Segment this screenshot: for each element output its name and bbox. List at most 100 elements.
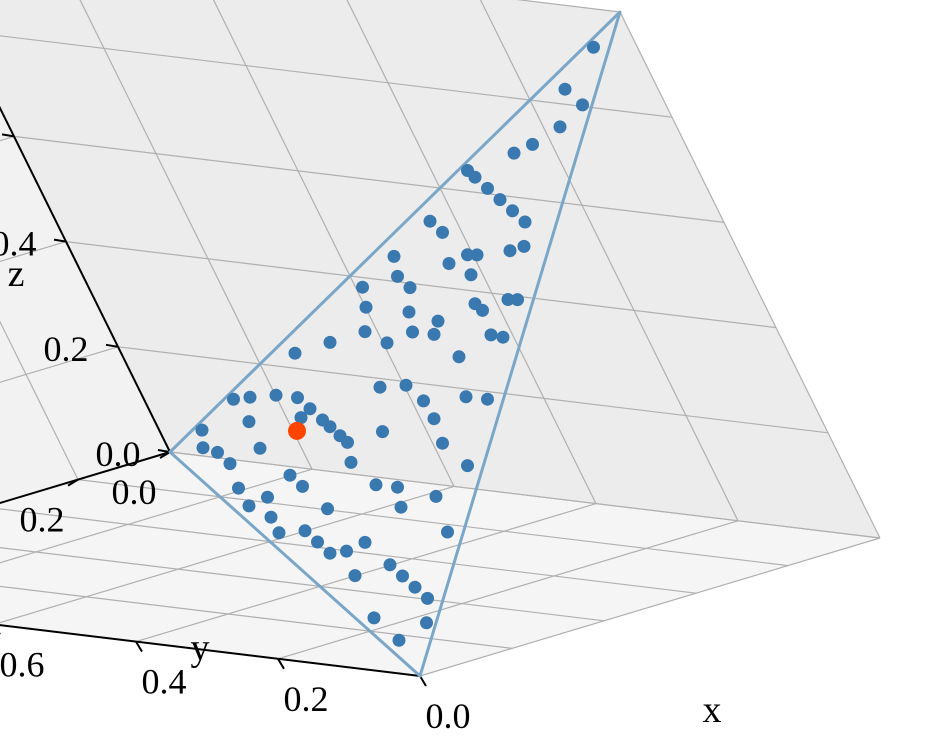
data-point xyxy=(506,204,519,218)
data-point xyxy=(442,257,456,270)
data-point xyxy=(558,82,572,96)
data-point xyxy=(392,633,406,647)
y-axis-line xyxy=(0,451,171,505)
data-point xyxy=(461,164,474,177)
data-point xyxy=(423,214,437,228)
data-point xyxy=(358,325,372,339)
pane-z xyxy=(0,452,880,676)
data-point xyxy=(511,293,524,307)
y-tick xyxy=(67,478,79,487)
data-point xyxy=(359,300,373,314)
data-point xyxy=(507,146,521,160)
data-point xyxy=(195,423,209,437)
z-tick xyxy=(53,238,67,243)
grid-line xyxy=(479,0,739,522)
data-point xyxy=(373,380,387,394)
z-tick xyxy=(157,449,171,453)
grid-line xyxy=(77,479,789,567)
data-point xyxy=(391,480,404,494)
z-axis-label: z xyxy=(8,253,25,295)
data-point xyxy=(484,328,498,342)
data-point xyxy=(396,569,409,583)
axis-panes xyxy=(0,0,880,676)
grid-line xyxy=(135,503,597,643)
data-point xyxy=(403,281,417,295)
data-point xyxy=(476,303,489,317)
data-point xyxy=(242,415,256,429)
data-point xyxy=(394,500,408,514)
axis-lines xyxy=(0,105,421,677)
data-point xyxy=(316,413,329,427)
data-point xyxy=(391,269,404,283)
grid-line xyxy=(13,135,725,223)
data-point xyxy=(501,293,515,306)
grid-line xyxy=(0,547,605,622)
simplex-triangle xyxy=(168,10,622,678)
data-point xyxy=(283,468,297,482)
data-point xyxy=(298,524,312,538)
grid-line xyxy=(212,0,455,487)
z-tick xyxy=(105,343,119,348)
x-axis-line xyxy=(0,624,421,677)
data-point xyxy=(253,441,267,455)
data-point xyxy=(356,280,369,294)
data-point xyxy=(464,268,478,282)
y-axis-label: y xyxy=(191,627,210,669)
data-point xyxy=(232,481,245,495)
data-point xyxy=(269,388,283,402)
x-tick-label: 0.6 xyxy=(0,644,45,684)
data-point xyxy=(452,350,466,364)
data-point xyxy=(461,459,474,473)
grid-line xyxy=(0,485,455,624)
data-point xyxy=(481,181,494,195)
data-point xyxy=(427,327,441,341)
data-point xyxy=(296,479,309,493)
tick-labels: 0.00.00.00.20.20.20.40.40.40.60.60.60.80… xyxy=(0,224,471,736)
data-point xyxy=(402,305,416,319)
data-points xyxy=(195,40,600,647)
simplex-edge xyxy=(168,10,622,678)
data-point xyxy=(387,249,401,263)
z-tick-label: 0.4 xyxy=(0,224,37,264)
data-point xyxy=(587,40,600,54)
data-point xyxy=(518,215,532,229)
data-point xyxy=(376,425,389,439)
grid-line xyxy=(0,35,673,118)
data-point xyxy=(517,239,531,253)
data-point xyxy=(427,412,441,426)
data-point xyxy=(264,510,278,524)
data-point xyxy=(321,502,334,516)
data-point xyxy=(436,436,449,450)
data-point xyxy=(348,569,362,583)
grid-line xyxy=(79,0,313,470)
grid-line xyxy=(169,451,881,539)
data-point xyxy=(481,392,494,406)
data-point xyxy=(196,441,210,455)
data-point xyxy=(441,525,454,539)
data-point xyxy=(436,225,449,239)
data-point xyxy=(323,335,337,349)
data-point xyxy=(340,544,353,558)
data-point xyxy=(421,591,434,605)
data-point xyxy=(399,378,413,392)
data-point xyxy=(242,499,256,513)
data-point xyxy=(417,394,430,408)
data-point xyxy=(526,137,539,151)
data-point xyxy=(341,435,354,449)
x-axis-label: x xyxy=(703,689,722,731)
grid-line xyxy=(65,241,777,329)
data-point xyxy=(420,616,433,630)
y-tick xyxy=(159,451,171,459)
z-tick xyxy=(1,133,15,138)
data-point xyxy=(211,445,224,459)
data-point xyxy=(461,248,474,262)
grid-line xyxy=(277,520,739,660)
z-tick-label: 0.0 xyxy=(96,434,141,474)
data-point xyxy=(459,390,473,404)
grid-line xyxy=(0,320,79,480)
data-point xyxy=(576,98,589,112)
x-tick xyxy=(419,675,427,687)
grid-line xyxy=(0,585,513,649)
data-point xyxy=(493,193,507,207)
